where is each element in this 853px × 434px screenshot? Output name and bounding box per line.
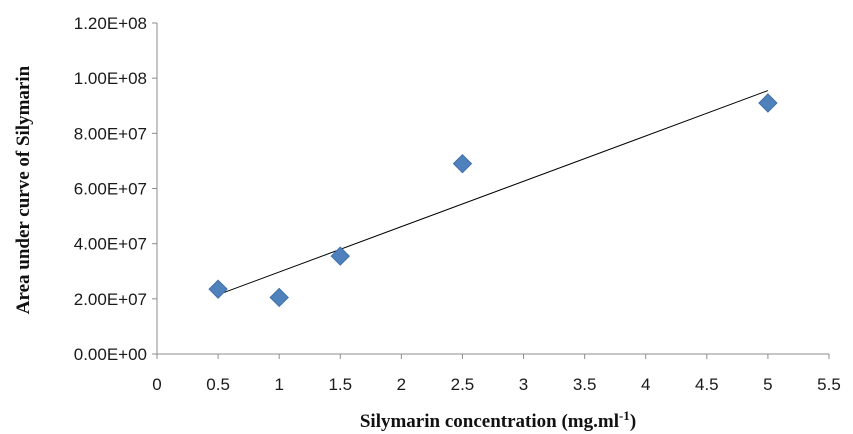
y-axis-title: Area under curve of Silymarin <box>13 65 34 314</box>
data-point-diamond <box>269 287 289 308</box>
x-axis-title-close: ) <box>630 411 636 432</box>
x-tick-label: 4.5 <box>695 375 719 394</box>
y-tick-label: 2.00E+07 <box>74 290 147 309</box>
data-point-diamond <box>452 153 473 174</box>
data-point-diamond <box>208 279 228 299</box>
y-tick-label: 1.20E+08 <box>74 14 147 33</box>
x-tick-label: 0.5 <box>206 375 230 394</box>
x-tick-label: 0 <box>152 375 161 394</box>
data-point-diamond <box>330 246 350 266</box>
x-tick-label: 1.5 <box>328 375 352 394</box>
y-axis-ticks: 0.00E+00 2.00E+07 4.00E+07 6.00E+07 8.00E+07… <box>74 14 157 364</box>
x-axis-title: Silymarin concentration (mg.ml-1) <box>360 408 636 432</box>
axes <box>156 23 829 355</box>
x-tick-label: 3.5 <box>573 375 597 394</box>
x-tick-label: 2.5 <box>451 375 475 394</box>
x-tick-label: 1 <box>274 375 283 394</box>
x-axis-ticks: 0 0.5 1 1.5 2 2.5 3 3.5 4 4.5 5 5.5 <box>152 354 841 394</box>
x-tick-label: 5 <box>763 375 772 394</box>
y-tick-label: 6.00E+07 <box>74 180 147 199</box>
data-point-diamond <box>758 93 778 113</box>
x-tick-label: 5.5 <box>817 375 841 394</box>
linear-trendline <box>217 90 769 296</box>
x-tick-label: 2 <box>397 375 406 394</box>
y-tick-label: 1.00E+08 <box>74 69 147 88</box>
x-axis-title-text: Silymarin concentration (mg.ml <box>360 411 619 432</box>
y-tick-label: 0.00E+00 <box>74 345 147 364</box>
x-axis-title-superscript: -1 <box>619 408 630 423</box>
y-tick-label: 8.00E+07 <box>74 124 147 143</box>
x-tick-label: 3 <box>519 375 528 394</box>
x-tick-label: 4 <box>641 375 650 394</box>
y-tick-label: 4.00E+07 <box>74 235 147 254</box>
data-points <box>208 93 778 308</box>
trendline-layer <box>217 90 769 296</box>
